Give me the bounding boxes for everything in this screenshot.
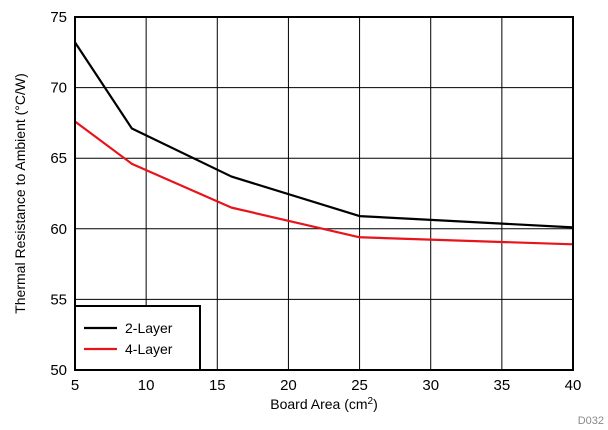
series-line-2-layer	[74, 41, 574, 229]
x-tick-label: 5	[71, 377, 79, 394]
y-tick-label: 65	[50, 150, 67, 167]
legend-label-4-layer: 4-Layer	[125, 341, 173, 357]
grid-lines	[75, 17, 573, 370]
x-tick-label: 35	[494, 377, 511, 394]
legend-label-2-layer: 2-Layer	[125, 320, 173, 336]
x-tick-label: 20	[280, 377, 297, 394]
plot-frame	[74, 16, 574, 371]
legend: 2-Layer 4-Layer	[74, 305, 201, 371]
x-tick-label: 10	[138, 377, 155, 394]
y-tick-label: 70	[50, 80, 67, 97]
y-tick-label: 60	[50, 221, 67, 238]
series-lines	[74, 41, 574, 246]
figure-id: D032	[578, 415, 604, 427]
legend-box	[74, 305, 201, 371]
x-tick-label: 15	[209, 377, 226, 394]
series-line-4-layer	[74, 120, 574, 246]
x-axis-title: Board Area (cm2)	[270, 396, 378, 413]
x-tick-label: 40	[565, 377, 582, 394]
y-tick-label: 55	[50, 291, 67, 308]
x-axis-title-superscript: 2	[368, 396, 374, 407]
y-tick-labels: 50 55 60 65 70 75	[50, 9, 67, 379]
y-tick-label: 75	[50, 9, 67, 26]
x-tick-label: 30	[422, 377, 439, 394]
x-tick-labels: 5 10 15 20 25 30 35 40	[71, 377, 582, 394]
y-axis-title: Thermal Resistance to Ambient (°C/W)	[12, 73, 28, 314]
x-tick-label: 25	[351, 377, 368, 394]
y-tick-label: 50	[50, 362, 67, 379]
